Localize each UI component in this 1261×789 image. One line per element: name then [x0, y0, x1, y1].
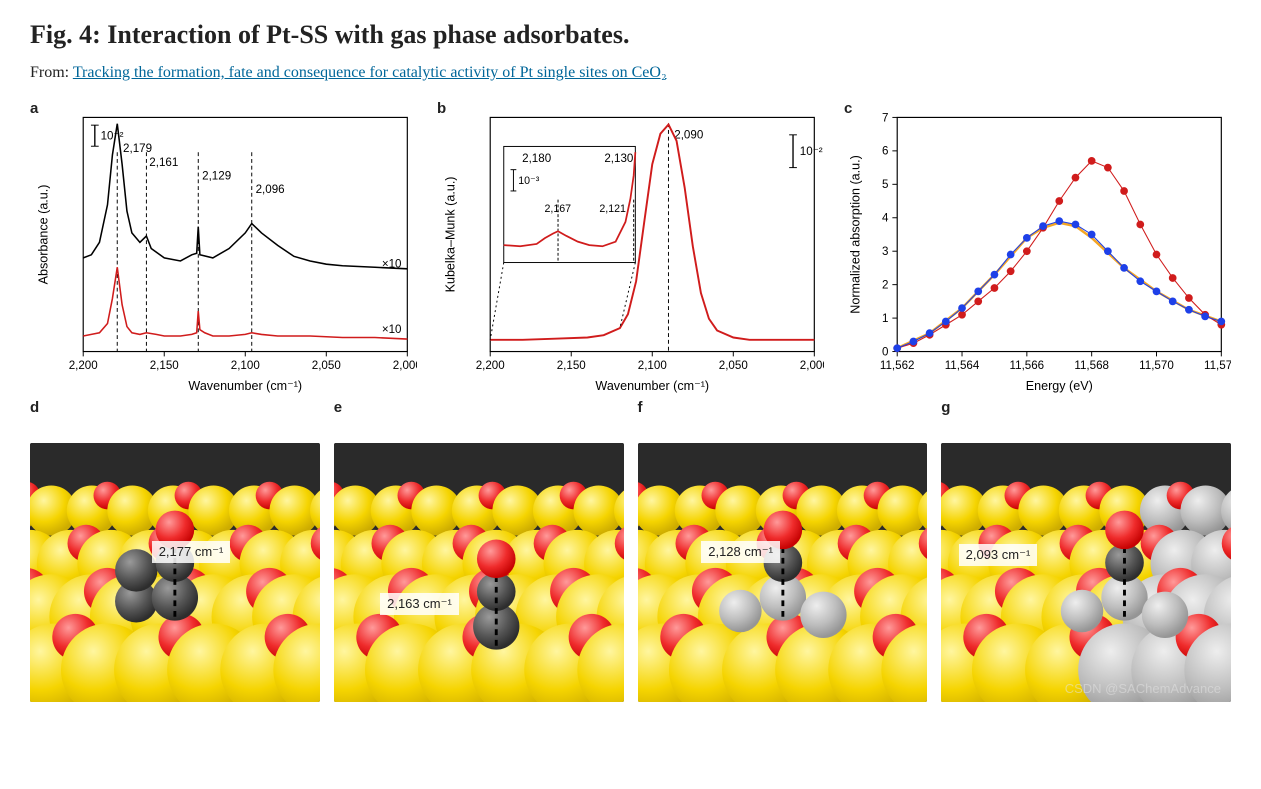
svg-text:2,130: 2,130	[604, 152, 633, 165]
render-label-e: 2,163 cm⁻¹	[380, 593, 459, 615]
svg-text:Wavenumber (cm⁻¹): Wavenumber (cm⁻¹)	[595, 379, 709, 393]
svg-text:11,566: 11,566	[1010, 359, 1045, 372]
svg-text:2,150: 2,150	[150, 359, 179, 372]
svg-text:2,200: 2,200	[476, 359, 505, 372]
svg-text:10⁻²: 10⁻²	[101, 130, 124, 143]
render-label-f: 2,128 cm⁻¹	[701, 541, 780, 563]
figure-title: Fig. 4: Interaction of Pt-SS with gas ph…	[30, 20, 1231, 50]
svg-text:2,200: 2,200	[69, 359, 98, 372]
chart-a-svg: 2,200 2,150 2,100 2,050 2,000 Wavenumber (cm⁻…	[30, 100, 417, 400]
svg-text:1: 1	[882, 312, 888, 325]
svg-text:2,180: 2,180	[522, 152, 551, 165]
panel-letter-e: e	[334, 399, 342, 416]
svg-text:6: 6	[882, 145, 888, 158]
svg-text:10⁻³: 10⁻³	[518, 175, 539, 187]
bottom-row: d 2,177 cm⁻¹ e 2,163 cm⁻¹ f 2,128 cm⁻¹ g…	[30, 421, 1231, 702]
panel-letter-g: g	[941, 399, 950, 416]
svg-text:2,000: 2,000	[800, 359, 824, 372]
svg-text:2,150: 2,150	[557, 359, 586, 372]
watermark: CSDN @SAChemAdvance	[1065, 681, 1221, 696]
svg-text:Wavenumber (cm⁻¹): Wavenumber (cm⁻¹)	[188, 379, 302, 393]
panel-c: c 11,56211,56411,56611,56811,57011,57201…	[844, 100, 1231, 405]
svg-text:Energy (eV): Energy (eV)	[1026, 379, 1093, 393]
render-g: 2,093 cm⁻¹ CSDN @SAChemAdvance	[941, 443, 1231, 702]
source-link[interactable]: Tracking the formation, fate and consequ…	[73, 64, 667, 81]
panel-b: b 2,200 2,150 2,100 2,050 2,000 Wavenumber (c…	[437, 100, 824, 405]
svg-text:4: 4	[882, 212, 889, 225]
svg-text:2,100: 2,100	[638, 359, 667, 372]
svg-text:11,564: 11,564	[945, 359, 980, 372]
svg-text:2,100: 2,100	[231, 359, 260, 372]
from-prefix: From:	[30, 64, 73, 81]
render-e: 2,163 cm⁻¹	[334, 443, 624, 702]
render-label-g: 2,093 cm⁻¹	[959, 544, 1038, 566]
chart-b-svg: 2,200 2,150 2,100 2,050 2,000 Wavenumber (cm⁻…	[437, 100, 824, 400]
svg-text:3: 3	[882, 245, 888, 258]
svg-text:10⁻²: 10⁻²	[800, 145, 823, 158]
svg-text:2: 2	[882, 279, 888, 292]
svg-text:7: 7	[882, 111, 888, 124]
svg-text:5: 5	[882, 178, 888, 191]
svg-text:Absorbance (a.u.): Absorbance (a.u.)	[36, 185, 50, 285]
svg-text:2,161: 2,161	[149, 156, 178, 169]
svg-text:2,129: 2,129	[202, 169, 231, 182]
svg-text:2,096: 2,096	[256, 183, 285, 196]
panel-letter-a: a	[30, 100, 38, 117]
svg-text:2,167: 2,167	[544, 203, 571, 215]
svg-text:2,090: 2,090	[674, 129, 703, 142]
panel-letter-c: c	[844, 100, 852, 117]
panel-g: g 2,093 cm⁻¹ CSDN @SAChemAdvance	[941, 421, 1231, 702]
render-label-d: 2,177 cm⁻¹	[152, 541, 231, 563]
top-row: a 2,200 2,150 2,100 2,050 2,000 Wavenumber (c…	[30, 100, 1231, 405]
svg-text:×10: ×10	[382, 323, 402, 336]
render-f: 2,128 cm⁻¹	[638, 443, 928, 702]
panel-f: f 2,128 cm⁻¹	[638, 421, 928, 702]
svg-text:Normalized absorption (a.u.): Normalized absorption (a.u.)	[848, 155, 862, 314]
panel-e: e 2,163 cm⁻¹	[334, 421, 624, 702]
svg-text:×10: ×10	[382, 257, 402, 270]
svg-text:2,050: 2,050	[719, 359, 748, 372]
panel-letter-b: b	[437, 100, 446, 117]
svg-text:11,570: 11,570	[1139, 359, 1174, 372]
panel-letter-d: d	[30, 399, 39, 416]
svg-text:11,572: 11,572	[1204, 359, 1231, 372]
render-d: 2,177 cm⁻¹	[30, 443, 320, 702]
svg-text:2,121: 2,121	[599, 203, 626, 215]
from-line: From: Tracking the formation, fate and c…	[30, 64, 1231, 82]
svg-text:2,179: 2,179	[123, 142, 152, 155]
panel-a: a 2,200 2,150 2,100 2,050 2,000 Wavenumber (c…	[30, 100, 417, 405]
svg-text:2,050: 2,050	[312, 359, 341, 372]
panel-d: d 2,177 cm⁻¹	[30, 421, 320, 702]
svg-text:Kubelka–Munk (a.u.): Kubelka–Munk (a.u.)	[443, 177, 457, 293]
panel-letter-f: f	[638, 399, 643, 416]
chart-c-svg: 11,562 11,564 11,566 11,568 11,570 11,572 0 1 2 3…	[844, 100, 1231, 400]
svg-text:0: 0	[882, 345, 888, 358]
svg-text:2,000: 2,000	[393, 359, 417, 372]
svg-text:11,562: 11,562	[880, 359, 915, 372]
svg-text:11,568: 11,568	[1074, 359, 1109, 372]
